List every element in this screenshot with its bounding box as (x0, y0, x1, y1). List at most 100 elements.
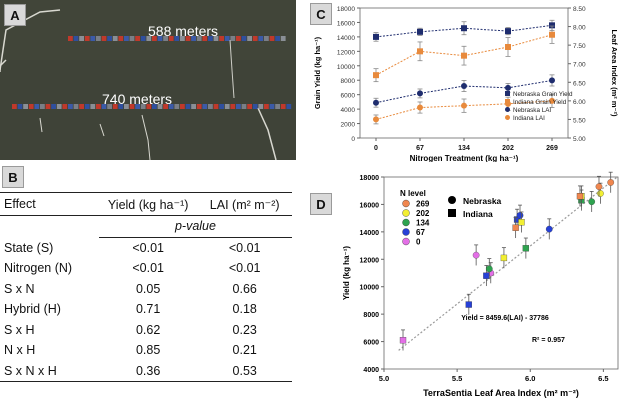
legend-label: Indiana LAI (513, 115, 545, 122)
legend-marker (402, 228, 410, 236)
y2-tick-label: 6.50 (573, 80, 586, 87)
x-tick-label: 6.0 (525, 374, 535, 383)
data-point (373, 72, 379, 79)
legend-label: Nebraska (463, 196, 502, 206)
data-point (461, 102, 467, 109)
data-point (576, 193, 584, 200)
data-point (549, 22, 555, 29)
y2-axis-label: Leaf Area Index (m² m⁻²) (610, 29, 619, 117)
x-tick-label: 5.5 (452, 374, 462, 383)
strip-distance-label: 588 meters (148, 23, 219, 39)
legend-label: 269 (416, 200, 430, 209)
x-tick-label: 67 (416, 145, 424, 152)
aerial-photo (0, 0, 296, 160)
panel-b-label: B (2, 166, 24, 188)
y2-tick-label: 5.00 (573, 136, 586, 143)
effect-name: S x H (4, 322, 35, 337)
data-point (549, 97, 555, 104)
effect-name: Nitrogen (N) (4, 261, 73, 276)
lai-pvalue: 0.66 (232, 281, 257, 296)
y-tick-label: 2000 (341, 122, 356, 129)
y-tick-label: 16000 (360, 202, 380, 209)
x-axis-label: TerraSentia Leaf Area Index (m² m⁻²) (423, 388, 579, 398)
header-yield: Yield (kg ha⁻¹) (98, 192, 198, 216)
data-point (512, 224, 519, 231)
effect-name: S x N (4, 281, 35, 296)
legend-marker (505, 91, 510, 96)
y-tick-label: 8000 (341, 78, 356, 85)
data-point (505, 44, 511, 50)
data-point (516, 212, 524, 219)
y-tick-label: 8000 (363, 312, 379, 319)
effect-name: S x N x H (0, 360, 99, 382)
y-axis-label: Yield (kg ha⁻¹) (342, 246, 351, 300)
data-point (373, 33, 379, 40)
data-point (549, 77, 555, 84)
data-point (607, 179, 615, 186)
data-point (465, 301, 472, 308)
y-tick-label: 10000 (360, 285, 380, 292)
y-axis-label: Grain Yield (kg ha⁻¹) (313, 36, 322, 109)
x-tick-label: 134 (458, 145, 470, 152)
data-point (483, 272, 490, 279)
legend-label: 202 (416, 209, 430, 218)
y-tick-label: 16000 (337, 20, 355, 27)
legend-label: Nebraska LAI (513, 107, 551, 114)
data-point (472, 251, 480, 259)
lai-yield-scatter-chart: 4000 6000 8000 10000 12000 14000 16000 18000 5.0… (342, 171, 619, 398)
data-point (505, 84, 511, 91)
yield-pvalue: 0.71 (135, 302, 161, 317)
strip-distance-label: 740 meters (102, 91, 173, 107)
y-tick-label: 14000 (360, 230, 380, 237)
lai-pvalue: 0.23 (232, 322, 257, 337)
x-tick-label: 5.0 (379, 374, 389, 383)
yield-pvalue: <0.01 (132, 240, 164, 255)
y2-tick-label: 6.00 (573, 99, 586, 106)
effect-name: Hybrid (H) (4, 302, 61, 317)
y2-tick-label: 8.00 (573, 25, 586, 32)
r-squared: R² = 0.957 (532, 337, 565, 344)
yield-pvalue: 0.62 (135, 322, 161, 337)
x-tick-label: 6.5 (598, 374, 608, 383)
header-effect: Effect (0, 192, 99, 216)
effects-table: Effect Yield (kg ha⁻¹) LAI (m² m⁻²) p-va… (0, 192, 292, 382)
legend-label: Indiana (463, 209, 493, 219)
data-point (545, 225, 553, 233)
x-axis-label: Nitrogen Treatment (kg ha⁻¹) (410, 154, 519, 162)
legend-marker (402, 209, 410, 217)
lai-pvalue: <0.01 (228, 261, 261, 276)
panel-d: 4000 6000 8000 10000 12000 14000 16000 18000 5.0… (300, 163, 640, 402)
legend-marker (505, 107, 510, 112)
nitrogen-yield-lai-chart: 0 2000 4000 6000 8000 10000 12000 14000 16000 180… (313, 6, 619, 163)
trend-line (375, 34, 553, 76)
data-point (417, 28, 423, 35)
legend-label: 67 (416, 228, 425, 237)
trend-line (375, 100, 553, 120)
table-row: Nitrogen (N) <0.01 <0.01 (0, 258, 292, 279)
data-point (500, 254, 508, 262)
data-point (373, 99, 379, 106)
table-row: S x N 0.05 0.66 (0, 279, 292, 300)
data-point (518, 219, 525, 226)
data-point (461, 25, 467, 32)
legend-marker (402, 237, 410, 246)
table-row: S x H 0.62 0.23 (0, 320, 292, 341)
data-point (417, 104, 423, 111)
data-point (399, 337, 407, 344)
data-point (417, 48, 423, 55)
aerial-photo-panel: A 588 meters 740 meters (0, 0, 296, 160)
pvalue-row: p-value (0, 215, 292, 238)
panel-a-label: A (4, 4, 26, 26)
header-lai: LAI (m² m⁻²) (197, 192, 292, 216)
y-tick-label: 12000 (337, 49, 355, 56)
data-point (505, 28, 511, 35)
data-point (597, 190, 604, 197)
regression-line (398, 175, 619, 351)
panel-c-label: C (310, 3, 332, 25)
lai-pvalue: 0.53 (197, 360, 292, 382)
legend-title: N level (400, 189, 426, 198)
y-tick-label: 4000 (341, 107, 356, 114)
data-point (417, 90, 423, 97)
data-point (461, 52, 467, 59)
legend-label: 0 (416, 238, 421, 247)
